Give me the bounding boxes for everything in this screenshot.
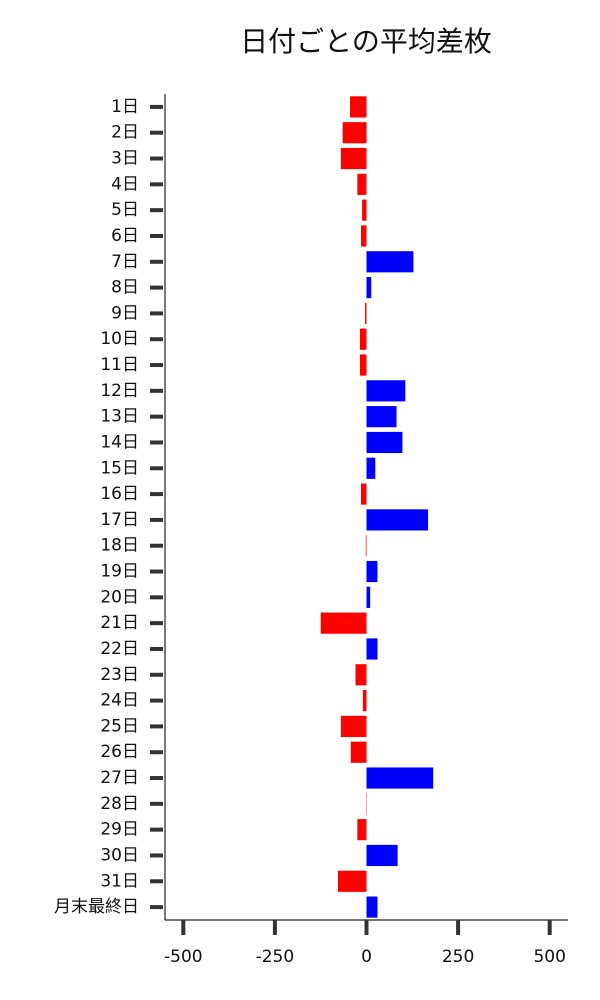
bar: [366, 431, 403, 454]
y-tick-label: 9日: [111, 303, 139, 323]
bar: [366, 457, 376, 479]
y-tick-label: 29日: [100, 820, 139, 840]
bar: [362, 690, 367, 712]
bar: [340, 147, 367, 170]
x-tick-label: -250: [256, 947, 295, 967]
bar: [359, 328, 367, 350]
y-tick-label: 20日: [100, 587, 139, 607]
y-tick-label: 31日: [100, 871, 139, 891]
bar: [366, 767, 434, 789]
y-tick-label: 3日: [111, 149, 139, 169]
bar: [350, 96, 367, 118]
y-tick-label: 月末最終日: [54, 897, 139, 917]
y-tick-label: 27日: [100, 768, 139, 788]
y-tick-label: 22日: [100, 639, 139, 659]
y-tick-label: 4日: [111, 174, 139, 194]
bar: [320, 612, 367, 634]
bar: [366, 251, 414, 273]
bar: [340, 715, 367, 737]
bar: [359, 354, 367, 376]
bar: [366, 586, 371, 608]
bar: [366, 509, 429, 531]
y-tick-label: 25日: [100, 716, 139, 736]
y-tick-label: 16日: [100, 484, 139, 504]
bar: [366, 638, 378, 660]
y-tick-label: 17日: [100, 510, 139, 530]
y-tick-label: 18日: [100, 536, 139, 556]
y-tick-label: 28日: [100, 794, 139, 814]
y-tick-label: 5日: [111, 200, 139, 220]
bar: [361, 225, 367, 247]
bar: [366, 844, 398, 867]
y-tick-label: 15日: [100, 458, 139, 478]
y-tick-label: 6日: [111, 226, 139, 246]
x-tick-label: 500: [533, 947, 565, 967]
bar: [366, 896, 378, 918]
bar: [342, 122, 367, 144]
y-tick-label: 7日: [111, 252, 139, 272]
y-tick-label: 21日: [100, 613, 139, 633]
bar: [355, 664, 367, 686]
bar: [366, 380, 406, 402]
x-tick-label: 0: [361, 947, 372, 967]
bar: [357, 173, 367, 195]
y-tick-label: 1日: [111, 97, 139, 117]
y-tick-label: 26日: [100, 742, 139, 762]
y-tick-label: 19日: [100, 562, 139, 582]
bar: [350, 741, 367, 763]
chart-title: 日付ごとの平均差枚: [240, 25, 492, 58]
bar: [357, 819, 367, 841]
bar: [366, 406, 397, 428]
bar: [366, 277, 372, 299]
y-tick-label: 10日: [100, 329, 139, 349]
bar: [365, 302, 367, 324]
y-tick-label: 14日: [100, 432, 139, 452]
y-tick-label: 12日: [100, 381, 139, 401]
y-tick-label: 23日: [100, 665, 139, 685]
y-tick-label: 24日: [100, 691, 139, 711]
bar: [337, 870, 367, 892]
y-tick-label: 30日: [100, 845, 139, 865]
y-tick-label: 11日: [100, 355, 139, 375]
y-tick-label: 8日: [111, 278, 139, 298]
bar: [362, 199, 367, 221]
y-tick-label: 2日: [111, 123, 139, 143]
bar: [365, 535, 367, 557]
x-tick-label: -500: [164, 947, 203, 967]
bar: [366, 560, 378, 583]
bar: [361, 483, 367, 505]
y-tick-label: 13日: [100, 407, 139, 427]
x-tick-label: 250: [442, 947, 474, 967]
